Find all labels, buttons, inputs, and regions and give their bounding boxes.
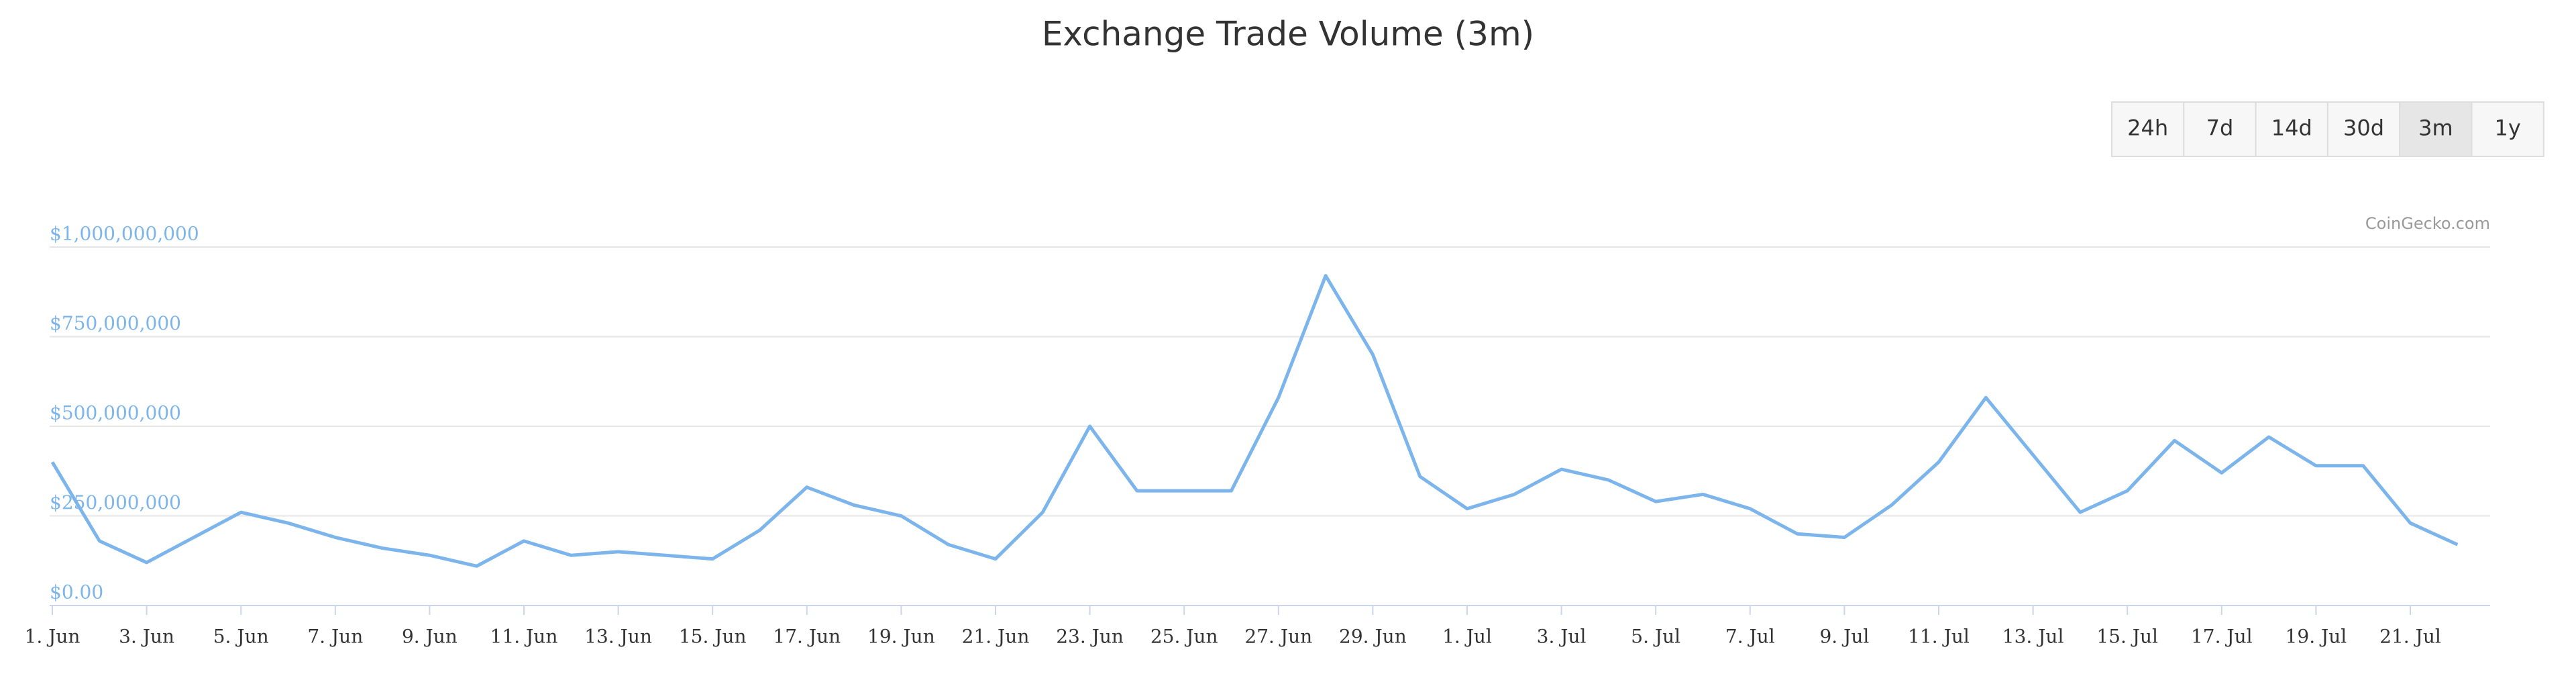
y-tick-label: $0.00 xyxy=(50,581,103,603)
range-label[interactable]: 7d xyxy=(2206,115,2234,141)
x-tick-label: 3. Jul xyxy=(1537,626,1587,648)
credit: CoinGecko.com xyxy=(2365,214,2490,233)
chart-title: Exchange Trade Volume (3m) xyxy=(1042,15,1534,54)
x-tick-label: 11. Jun xyxy=(490,626,558,648)
x-tick-label: 21. Jul xyxy=(2379,626,2441,648)
x-tick-label: 7. Jul xyxy=(1725,626,1775,648)
x-tick-label: 3. Jun xyxy=(119,626,174,648)
x-tick-label: 9. Jun xyxy=(402,626,458,648)
y-tick-label: $500,000,000 xyxy=(50,402,181,424)
x-tick-label: 9. Jul xyxy=(1819,626,1869,648)
x-tick-label: 7. Jun xyxy=(307,626,363,648)
x-tick-label: 15. Jul xyxy=(2096,626,2158,648)
range-button[interactable] xyxy=(2111,101,2185,157)
x-tick-label: 13. Jun xyxy=(584,626,652,648)
range-button[interactable] xyxy=(2399,101,2473,157)
x-tick-label: 5. Jun xyxy=(213,626,269,648)
x-tick-label: 23. Jun xyxy=(1056,626,1124,648)
range-button[interactable] xyxy=(2326,101,2401,157)
x-tick-label: 21. Jun xyxy=(962,626,1030,648)
range-label[interactable]: 30d xyxy=(2343,115,2384,141)
y-tick-label: $750,000,000 xyxy=(50,312,181,334)
range-button[interactable] xyxy=(2183,101,2257,157)
x-tick-label: 27. Jun xyxy=(1244,626,1312,648)
x-tick-label: 17. Jun xyxy=(773,626,841,648)
x-tick-label: 15. Jun xyxy=(679,626,747,648)
y-tick-label: $1,000,000,000 xyxy=(50,223,199,245)
x-tick-label: 19. Jun xyxy=(867,626,935,648)
x-tick-label: 5. Jul xyxy=(1631,626,1680,648)
x-tick-label: 13. Jul xyxy=(2002,626,2064,648)
range-button[interactable] xyxy=(2255,101,2328,157)
x-tick-label: 19. Jul xyxy=(2286,626,2347,648)
x-tick-label: 1. Jun xyxy=(25,626,80,648)
x-tick-label: 29. Jun xyxy=(1339,626,1407,648)
x-tick-label: 17. Jul xyxy=(2191,626,2253,648)
range-label[interactable]: 24h xyxy=(2127,115,2168,141)
x-tick-label: 1. Jul xyxy=(1442,626,1492,648)
range-button[interactable] xyxy=(2471,101,2544,157)
line xyxy=(50,274,2459,568)
range-label[interactable]: 3m xyxy=(2418,115,2453,141)
x-tick-label: 11. Jul xyxy=(1908,626,1970,648)
y-tick-label: $250,000,000 xyxy=(50,491,181,514)
range-label[interactable]: 1y xyxy=(2495,115,2521,141)
range-label[interactable]: 14d xyxy=(2271,115,2312,141)
x-tick-label: 25. Jun xyxy=(1150,626,1218,648)
